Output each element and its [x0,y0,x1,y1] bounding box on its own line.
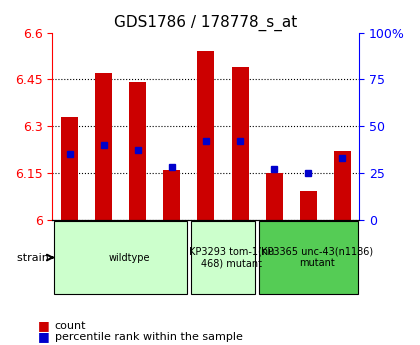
Text: strain: strain [17,253,52,263]
Text: wildtype: wildtype [108,253,150,263]
Bar [300,191,317,219]
Text: ■: ■ [38,330,50,343]
Bar [231,67,249,219]
Bar [95,73,112,219]
Title: GDS1786 / 178778_s_at: GDS1786 / 178778_s_at [114,15,297,31]
Bar [129,82,146,219]
Text: count: count [55,322,86,332]
Bar [197,51,215,219]
Text: KP3293 tom-1(nu
468) mutant: KP3293 tom-1(nu 468) mutant [189,247,274,268]
Bar [163,170,180,219]
FancyBboxPatch shape [259,221,358,294]
Bar [334,151,351,219]
FancyBboxPatch shape [191,221,255,294]
Bar [61,117,78,219]
Bar [265,173,283,219]
Text: percentile rank within the sample: percentile rank within the sample [55,332,242,342]
Text: KP3365 unc-43(n1186)
mutant: KP3365 unc-43(n1186) mutant [261,247,373,268]
FancyBboxPatch shape [54,221,187,294]
Text: ■: ■ [38,319,50,333]
